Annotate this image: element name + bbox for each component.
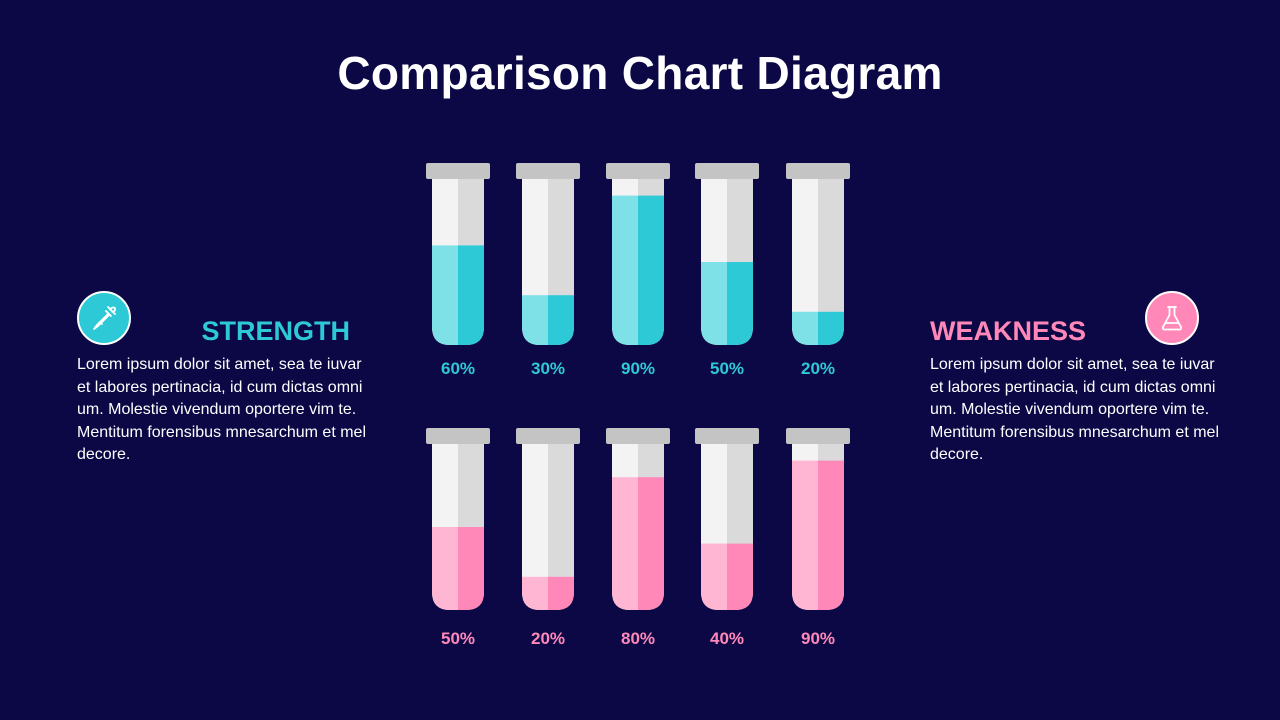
tube-liquid-bar (458, 527, 484, 610)
tube-liquid-left (701, 543, 727, 610)
weakness-tube-1 (432, 444, 484, 610)
weakness-value-label-2: 20% (531, 629, 565, 648)
tube-liquid-left (612, 195, 638, 345)
dropper-icon (93, 306, 117, 330)
page-title: Comparison Chart Diagram (337, 47, 943, 99)
tube-liquid-left (701, 262, 727, 345)
tube-liquid-left (522, 295, 548, 345)
tube-cap (606, 428, 670, 444)
tube-cap (516, 428, 580, 444)
weakness-value-label-4: 40% (710, 629, 744, 648)
strength-tube-3 (612, 179, 664, 345)
tube-liquid-bar (727, 262, 753, 345)
tube-cap (516, 163, 580, 179)
flask-icon (1161, 306, 1183, 331)
weakness-value-label-1: 50% (441, 629, 475, 648)
tube-cap (426, 163, 490, 179)
strength-value-label-2: 30% (531, 359, 565, 378)
weakness-tube-2 (522, 444, 574, 610)
tube-cap (786, 163, 850, 179)
weakness-tube-3 (612, 444, 664, 610)
tube-liquid-bar (818, 311, 844, 345)
tube-liquid-left (612, 477, 638, 610)
strength-tube-5 (792, 179, 844, 345)
weakness-value-label-5: 90% (801, 629, 835, 648)
tube-liquid-left (522, 576, 548, 610)
weakness-value-label-3: 80% (621, 629, 655, 648)
tube-cap (786, 428, 850, 444)
strength-text: Lorem ipsum dolor sit amet, sea te iuvar… (77, 356, 366, 464)
tube-liquid-left (432, 245, 458, 345)
tube-cap (695, 163, 759, 179)
tube-liquid-left (792, 311, 818, 345)
weakness-text: Lorem ipsum dolor sit amet, sea te iuvar… (930, 356, 1219, 464)
strength-value-label-1: 60% (441, 359, 475, 378)
tube-liquid-bar (638, 477, 664, 610)
tube-liquid-bar (548, 295, 574, 345)
weakness-icon-badge (1145, 291, 1199, 345)
weakness-tube-5 (792, 444, 844, 610)
strength-value-label-5: 20% (801, 359, 835, 378)
tube-liquid-bar (548, 576, 574, 610)
strength-tube-4 (701, 179, 753, 345)
tube-liquid-left (792, 460, 818, 610)
tube-liquid-bar (727, 543, 753, 610)
strength-heading: STRENGTH (201, 316, 351, 346)
tube-cap (695, 428, 759, 444)
strength-icon-badge (77, 291, 131, 345)
tube-cap (606, 163, 670, 179)
strength-value-label-3: 90% (621, 359, 655, 378)
tube-liquid-left (432, 527, 458, 610)
strength-tube-1 (432, 179, 484, 345)
strength-value-label-4: 50% (710, 359, 744, 378)
tube-liquid-bar (458, 245, 484, 345)
strength-tube-2 (522, 179, 574, 345)
weakness-heading: WEAKNESS (930, 316, 1087, 346)
tube-liquid-bar (638, 195, 664, 345)
tube-liquid-bar (818, 460, 844, 610)
weakness-tube-4 (701, 444, 753, 610)
tube-cap (426, 428, 490, 444)
